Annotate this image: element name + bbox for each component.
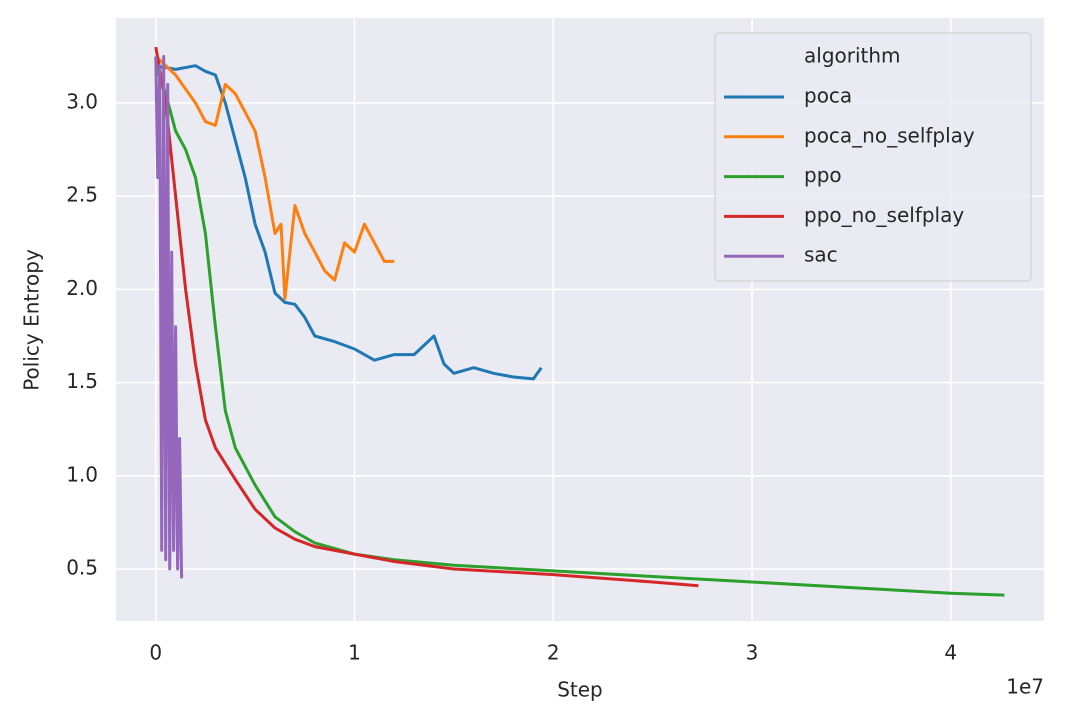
x-tick-label: 3 xyxy=(746,641,759,665)
x-tick-label: 1 xyxy=(348,641,361,665)
y-axis-label: Policy Entropy xyxy=(20,249,44,391)
x-axis-label: Step xyxy=(557,678,603,702)
y-tick-label: 1.0 xyxy=(66,462,98,486)
y-tick-label: 2.5 xyxy=(66,183,98,207)
x-offset-label: 1e7 xyxy=(1006,675,1044,699)
x-tick-label: 2 xyxy=(547,641,560,665)
y-tick-label: 0.5 xyxy=(66,555,98,579)
series-line xyxy=(154,46,699,588)
legend-box xyxy=(714,32,1032,282)
legend-label: ppo xyxy=(804,163,842,187)
x-tick-label: 0 xyxy=(149,641,162,665)
legend-label: sac xyxy=(804,243,838,267)
series-line xyxy=(154,54,184,579)
series-line xyxy=(154,65,1005,597)
legend-label: ppo_no_selfplay xyxy=(804,203,964,227)
y-tick-label: 3.0 xyxy=(66,89,98,113)
y-tick-label: 2.0 xyxy=(66,276,98,300)
series-line xyxy=(154,55,395,301)
legend-title: algorithm xyxy=(804,44,901,68)
x-tick-label: 4 xyxy=(944,641,957,665)
legend-label: poca xyxy=(804,84,852,108)
series-line xyxy=(155,64,543,381)
y-tick-label: 1.5 xyxy=(66,369,98,393)
lines xyxy=(154,46,1005,597)
legend-label: poca_no_selfplay xyxy=(804,123,975,147)
